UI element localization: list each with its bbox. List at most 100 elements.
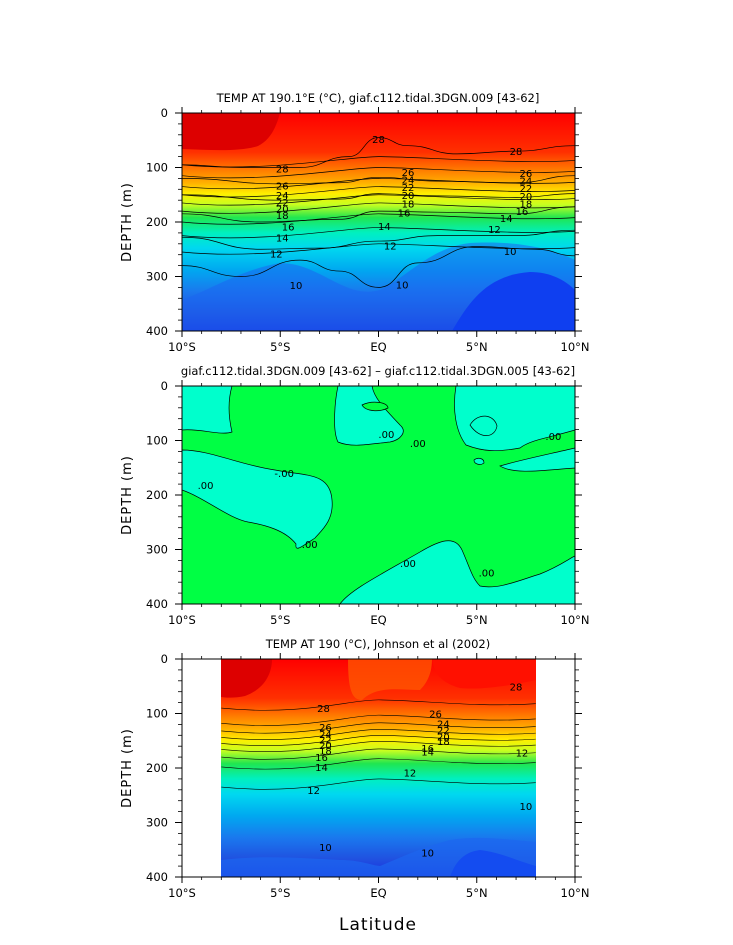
contour-label: 16	[516, 207, 529, 218]
isotherm-line	[182, 243, 575, 255]
isotherm-line	[221, 740, 536, 752]
x-tick-label: EQ	[370, 613, 386, 627]
contour-label: 12	[404, 768, 417, 779]
x-tick-label: 5°N	[466, 886, 488, 900]
panel-1-axes: 10°S 5°S EQ 5°N 10°N 0 100 200 300 400	[146, 106, 589, 354]
panel-2-island-2	[469, 415, 498, 436]
contour-label: 18	[319, 747, 332, 758]
contour-label: 18	[276, 211, 289, 222]
y-tick-label: 100	[146, 707, 168, 721]
contour-label: 20	[437, 732, 450, 743]
panel-3-mid-blue	[221, 837, 536, 877]
x-tick-label: 10°N	[561, 886, 590, 900]
panel-2-fill	[182, 386, 575, 604]
y-tick-label: 400	[146, 870, 168, 884]
isotherm-line	[221, 748, 536, 760]
x-tick-label: 10°S	[168, 340, 196, 354]
contour-label: 28	[317, 704, 330, 715]
isotherm-line	[182, 202, 575, 214]
contour-label: .00	[479, 568, 495, 579]
x-tick-label: 10°N	[561, 340, 590, 354]
y-tick-label: 0	[161, 106, 168, 120]
contour-label: 18	[520, 199, 533, 210]
contour-label: 16	[421, 744, 434, 755]
x-tick-label: 10°N	[561, 613, 590, 627]
contour-label: 22	[319, 736, 332, 747]
contour-label: .00	[198, 481, 214, 492]
isotherm-line	[221, 734, 536, 746]
panel-3-warm-pool-right	[432, 659, 536, 689]
x-tick-label: 5°S	[270, 886, 290, 900]
x-tick-label: 10°S	[168, 613, 196, 627]
contour-label: 24	[319, 730, 332, 741]
panel-2-island-3	[473, 457, 485, 465]
x-tick-label: EQ	[370, 340, 386, 354]
panel-2-title: giaf.c112.tidal.3DGN.009 [43-62] – giaf.…	[181, 364, 575, 378]
panel-2-region-left	[182, 449, 333, 549]
y-tick-label: 200	[146, 215, 168, 229]
y-tick-label: 400	[146, 597, 168, 611]
isotherm-line	[182, 193, 575, 201]
isotherm-line	[182, 213, 575, 225]
panel-3-fill	[221, 659, 536, 877]
panel-3: TEMP AT 190 (°C), Johnson et al (2002) 2…	[120, 637, 590, 935]
panel-3-isotherms	[221, 699, 536, 790]
contour-label: 10	[421, 848, 434, 859]
panel-2-contour-labels: .00 .00 .00 -.00 .00 .00 .00 .00	[198, 430, 562, 579]
contour-label: -.00	[274, 469, 294, 480]
contour-label: 10	[319, 843, 332, 854]
contour-label: 12	[488, 225, 501, 236]
x-tick-label: 10°S	[168, 886, 196, 900]
contour-label: 10	[520, 802, 533, 813]
x-tick-label: 5°S	[270, 613, 290, 627]
contour-label: .00	[410, 439, 426, 450]
contour-label: 26	[319, 723, 332, 734]
contour-label: 14	[276, 233, 289, 244]
contour-label: 12	[307, 786, 320, 797]
isotherm-line	[221, 699, 536, 711]
contour-label: .00	[545, 432, 561, 443]
panel-2-region-bottom	[339, 540, 575, 604]
isotherm-line	[182, 167, 575, 179]
panel-2-island-1	[361, 401, 389, 412]
contour-label: 20	[402, 191, 415, 202]
y-tick-label: 300	[146, 816, 168, 830]
contour-label: 20	[319, 741, 332, 752]
panel-1-isotherms	[182, 137, 575, 288]
isotherm-line	[182, 137, 575, 168]
contour-label: 28	[510, 147, 523, 158]
contour-label: 14	[315, 763, 328, 774]
panel-1-warm-pool-dark	[182, 113, 280, 151]
panel-3-contour-labels: 2828262422201816141210262422201816141212…	[307, 682, 532, 859]
contour-label: 26	[520, 169, 533, 180]
panel-2-ylabel: DEPTH (m)	[120, 455, 135, 535]
panel-3-warm-pool-left	[221, 659, 272, 698]
contour-label: 16	[282, 222, 295, 233]
panel-2-axes: 10°S 5°S EQ 5°N 10°N 0 100 200 300 400	[146, 379, 589, 627]
contour-label: 26	[429, 710, 442, 721]
panel-3-title: TEMP AT 190 (°C), Johnson et al (2002)	[265, 637, 490, 651]
contour-label: 22	[437, 726, 450, 737]
panel-1-ylabel: DEPTH (m)	[120, 182, 135, 262]
contour-label: 28	[510, 682, 523, 693]
contour-label: 20	[520, 192, 533, 203]
isotherm-line	[221, 758, 536, 770]
panel-1: TEMP AT 190.1°E (°C), giaf.c112.tidal.3D…	[120, 91, 590, 354]
contour-label: 22	[276, 198, 289, 209]
y-tick-label: 100	[146, 434, 168, 448]
y-tick-label: 0	[161, 379, 168, 393]
y-tick-label: 300	[146, 543, 168, 557]
y-tick-label: 200	[146, 488, 168, 502]
isotherm-line	[182, 178, 575, 190]
contour-label: 10	[504, 247, 517, 258]
panel-3-orange-center	[348, 659, 432, 700]
y-tick-label: 100	[146, 161, 168, 175]
contour-label: 14	[500, 214, 513, 225]
isotherm-line	[182, 186, 575, 198]
contour-label: 12	[384, 241, 397, 252]
contour-label: 26	[276, 181, 289, 192]
contour-label: 22	[520, 184, 533, 195]
contour-label: 18	[437, 737, 450, 748]
x-tick-label: 5°N	[466, 340, 488, 354]
